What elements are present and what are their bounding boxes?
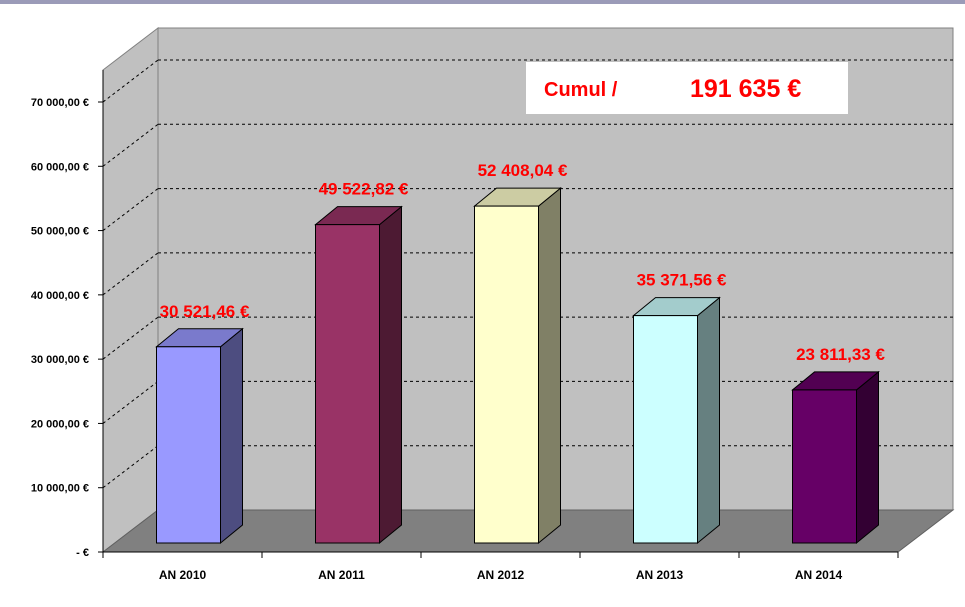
- category-label: AN 2013: [636, 568, 684, 582]
- bar-side: [538, 187, 561, 545]
- category-label: AN 2010: [159, 568, 207, 582]
- y-tick-label: 60 000,00 €: [31, 161, 89, 173]
- y-tick-label: - €: [76, 547, 89, 559]
- category-label: AN 2011: [318, 568, 365, 582]
- bar-side: [379, 205, 402, 545]
- data-label: 49 522,82 €: [319, 180, 409, 199]
- bar-side: [697, 296, 720, 545]
- bar-side: [220, 327, 243, 545]
- bar: [792, 389, 857, 544]
- data-label: 35 371,56 €: [637, 271, 727, 290]
- cumul-annotation: Cumul / 191 635 €: [526, 62, 848, 114]
- y-tick-label: 30 000,00 €: [31, 354, 89, 366]
- y-tick-label: 40 000,00 €: [31, 290, 89, 302]
- category-label: AN 2014: [795, 568, 843, 582]
- bar: [474, 205, 539, 544]
- category-label: AN 2012: [477, 568, 525, 582]
- data-label: 30 521,46 €: [160, 302, 250, 321]
- bar: [156, 346, 221, 544]
- y-tick-label: 20 000,00 €: [31, 418, 89, 430]
- top-rule: [0, 0, 965, 4]
- y-axis: - € 10 000,00 € 20 000,00 € 30 000,00 € 40 0…: [31, 70, 104, 559]
- data-label: 23 811,33 €: [796, 345, 885, 364]
- chart-side-wall: [102, 26, 159, 554]
- y-tick-label: 10 000,00 €: [31, 483, 89, 495]
- bar: [633, 315, 698, 544]
- bar-side: [856, 370, 879, 545]
- cumul-box-background: [526, 62, 848, 114]
- bar: [315, 224, 380, 544]
- data-labels: 30 521,46 € 49 522,82 € 52 408,04 € 35 371,…: [160, 161, 886, 364]
- cumul-label: Cumul /: [544, 79, 618, 101]
- bars: [155, 187, 880, 545]
- cumul-value: 191 635 €: [690, 75, 801, 103]
- y-tick-label: 70 000,00 €: [31, 97, 89, 109]
- x-axis: AN 2010 AN 2011 AN 2012 AN 2013 AN 2014: [102, 551, 899, 582]
- y-tick-label: 50 000,00 €: [31, 226, 89, 238]
- data-label: 52 408,04 €: [478, 161, 568, 180]
